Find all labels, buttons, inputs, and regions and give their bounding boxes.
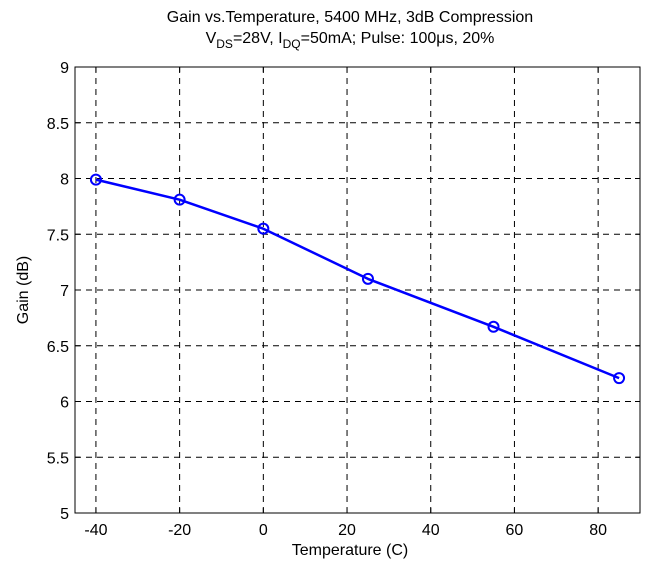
x-tick-label: 80	[589, 522, 607, 539]
chart-title-line2: VDS=28V, IDQ=50mA; Pulse: 100μs, 20%	[206, 30, 495, 51]
y-tick-label: 9	[60, 60, 69, 77]
data-point-marker	[487, 320, 500, 333]
x-tick-label: -20	[168, 522, 191, 539]
x-tick-label: -40	[84, 522, 107, 539]
x-tick-label: 20	[338, 522, 356, 539]
y-tick-label: 7	[60, 283, 69, 300]
y-tick-labels: 5 5.5 6 6.5 7 7.5 8 8.5 9	[47, 60, 69, 523]
y-tick-label: 8	[60, 172, 69, 189]
y-tick-label: 8.5	[47, 116, 69, 133]
data-point-marker	[89, 173, 102, 186]
tick-marks	[75, 66, 640, 514]
y-tick-label: 6	[60, 395, 69, 412]
y-tick-label: 7.5	[47, 227, 69, 244]
data-series	[89, 173, 626, 385]
grid-lines	[75, 66, 640, 514]
y-tick-label: 5.5	[47, 450, 69, 467]
x-tick-label: 0	[259, 522, 268, 539]
data-point-marker	[173, 193, 186, 206]
data-point-marker	[361, 272, 374, 285]
y-tick-label: 5	[60, 506, 69, 523]
x-tick-label: 40	[422, 522, 440, 539]
chart-title-line1: Gain vs.Temperature, 5400 MHz, 3dB Compr…	[167, 9, 533, 26]
data-point-marker	[257, 222, 270, 235]
series-line	[95, 178, 620, 380]
plot-area-frame	[74, 66, 641, 514]
y-axis-label: Gain (dB)	[15, 256, 32, 324]
y-tick-label: 6.5	[47, 339, 69, 356]
x-tick-label: 60	[506, 522, 524, 539]
x-tick-labels: -40 -20 0 20 40 60 80	[84, 522, 607, 539]
x-axis-label: Temperature (C)	[292, 542, 408, 559]
data-point-marker	[613, 372, 626, 385]
